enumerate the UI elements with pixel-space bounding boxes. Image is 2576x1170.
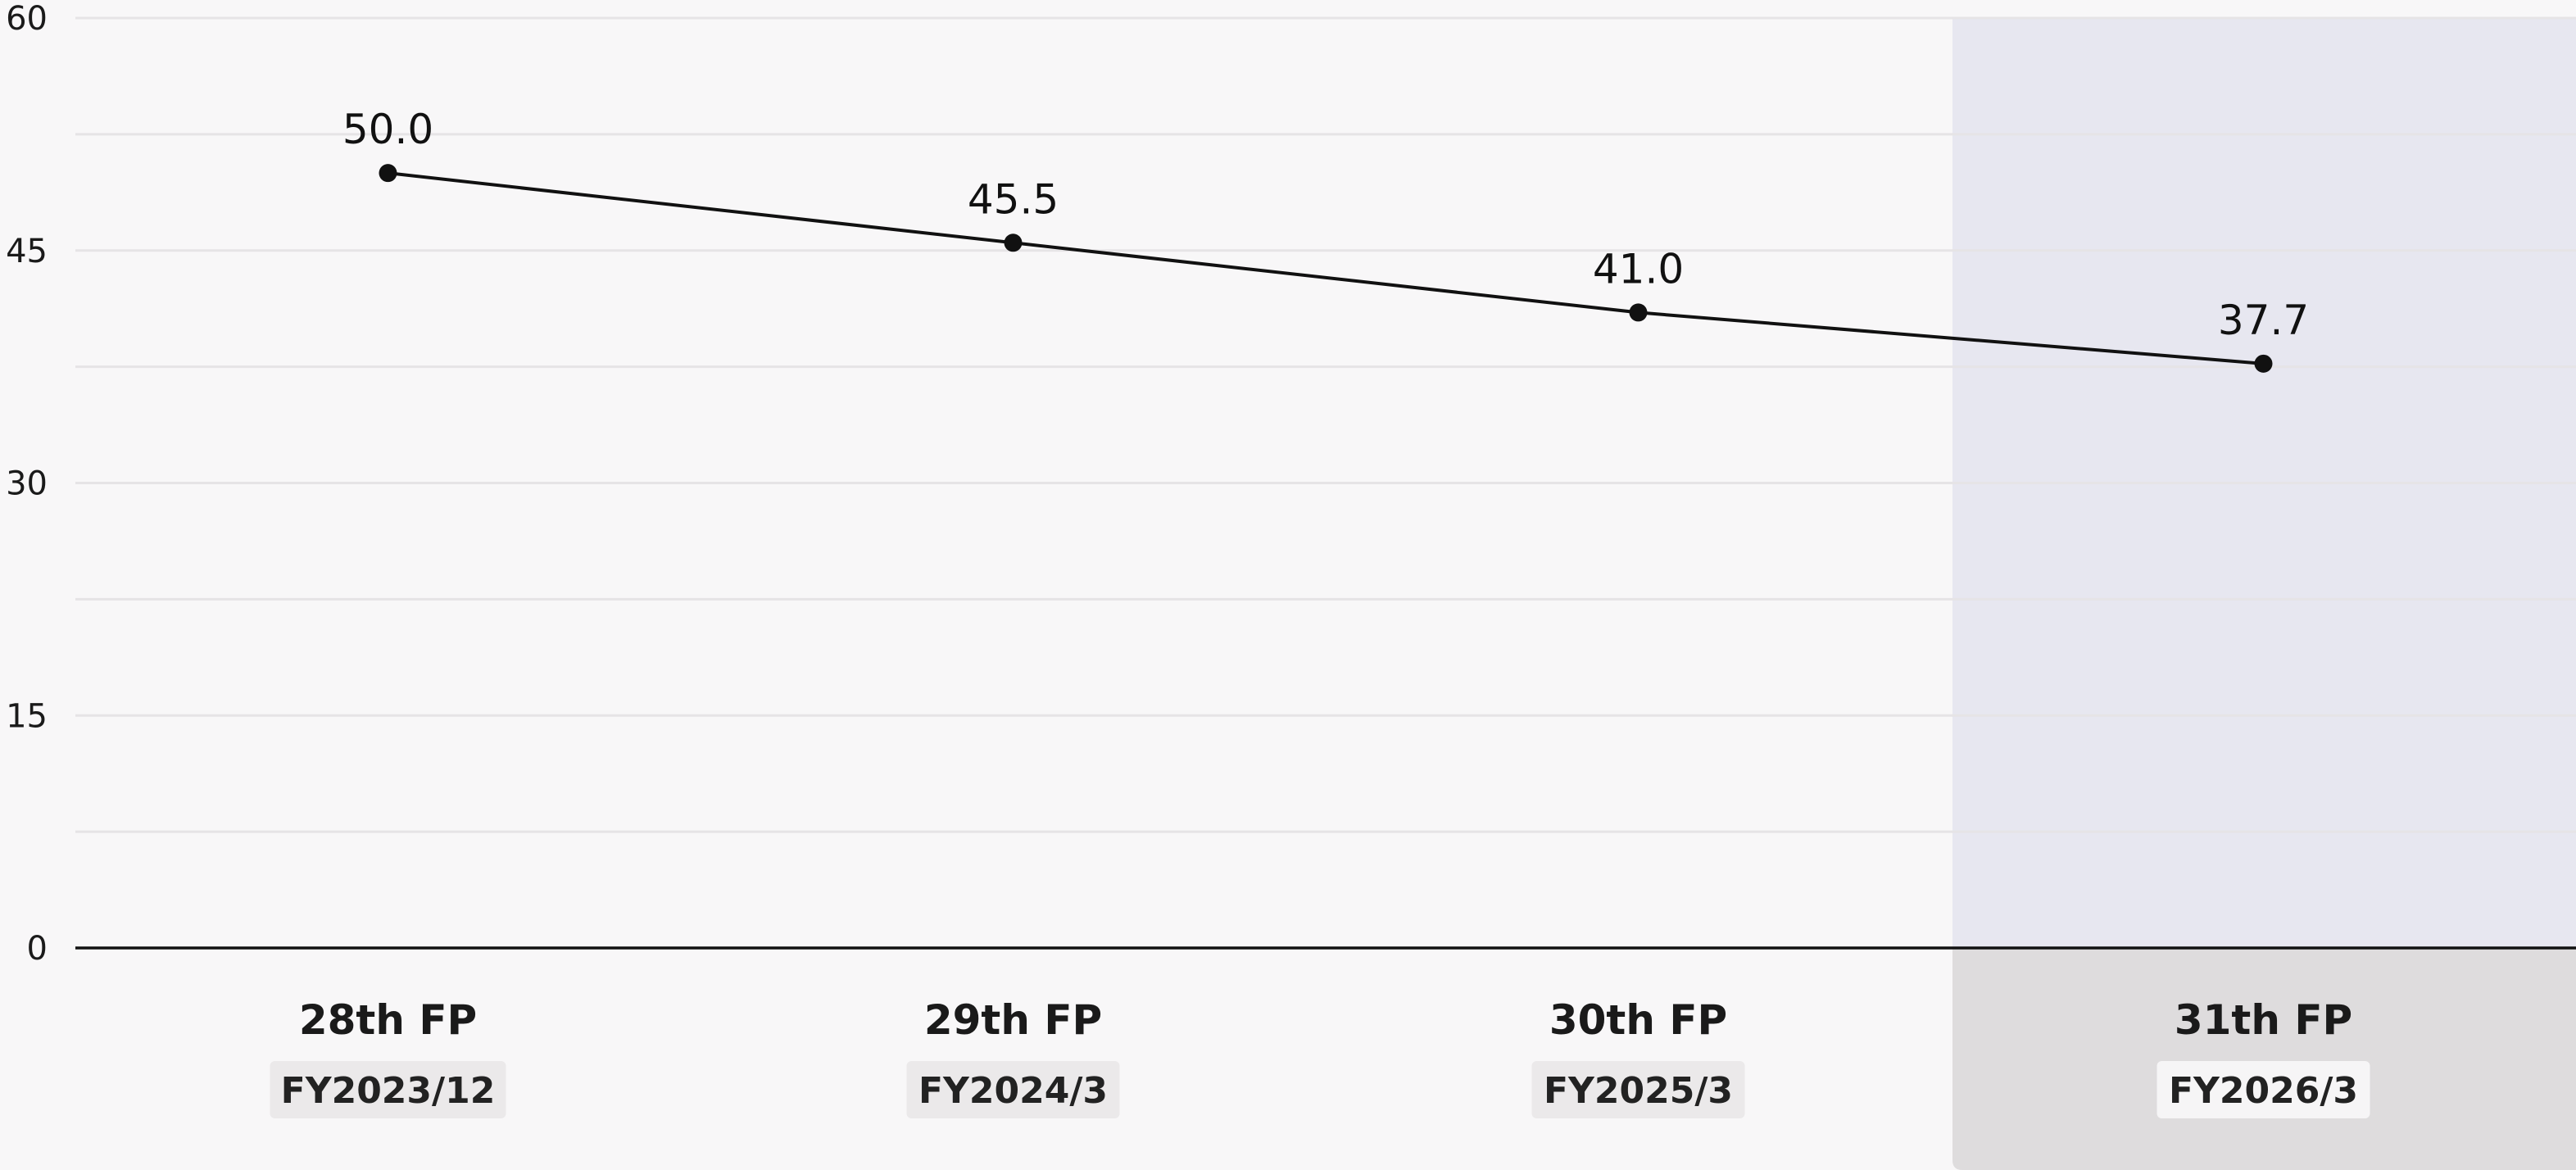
data-label: 37.7 (2218, 297, 2309, 344)
y-tick-label: 30 (6, 465, 48, 503)
y-tick-label: 60 (6, 0, 48, 38)
y-tick-label: 0 (27, 930, 48, 968)
data-label: 45.5 (968, 175, 1059, 223)
y-tick-label: 15 (6, 697, 48, 735)
data-point (1629, 303, 1648, 322)
x-category-label: 31th FP (2175, 996, 2352, 1044)
fy-badge: FY2023/12 (270, 1061, 506, 1118)
fy-badge-bg (906, 1061, 1120, 1118)
highlight-band-axis (1952, 948, 2576, 1170)
fy-badge-label: FY2026/3 (2169, 1070, 2358, 1112)
data-label: 41.0 (1593, 245, 1684, 292)
y-tick-label: 45 (6, 233, 48, 270)
x-category-label: 28th FP (299, 996, 477, 1044)
data-point (2254, 354, 2273, 373)
fy-badge-label: FY2024/3 (918, 1070, 1108, 1112)
data-label: 50.0 (342, 106, 433, 153)
fy-badge-label: FY2025/3 (1544, 1070, 1733, 1112)
x-category-label: 30th FP (1549, 996, 1727, 1044)
fy-badge: FY2024/3 (906, 1061, 1120, 1118)
fy-badge-bg (270, 1061, 506, 1118)
fy-badge-label: FY2023/12 (281, 1070, 496, 1112)
data-point (1004, 234, 1023, 252)
fy-badge: FY2026/3 (2156, 1061, 2370, 1118)
fy-badge-bg (1531, 1061, 1745, 1118)
fy-badge-bg (2156, 1061, 2370, 1118)
x-category-label: 29th FP (924, 996, 1102, 1044)
data-point (379, 164, 397, 183)
series-line (388, 171, 2264, 365)
fy-badge: FY2025/3 (1531, 1061, 1745, 1118)
